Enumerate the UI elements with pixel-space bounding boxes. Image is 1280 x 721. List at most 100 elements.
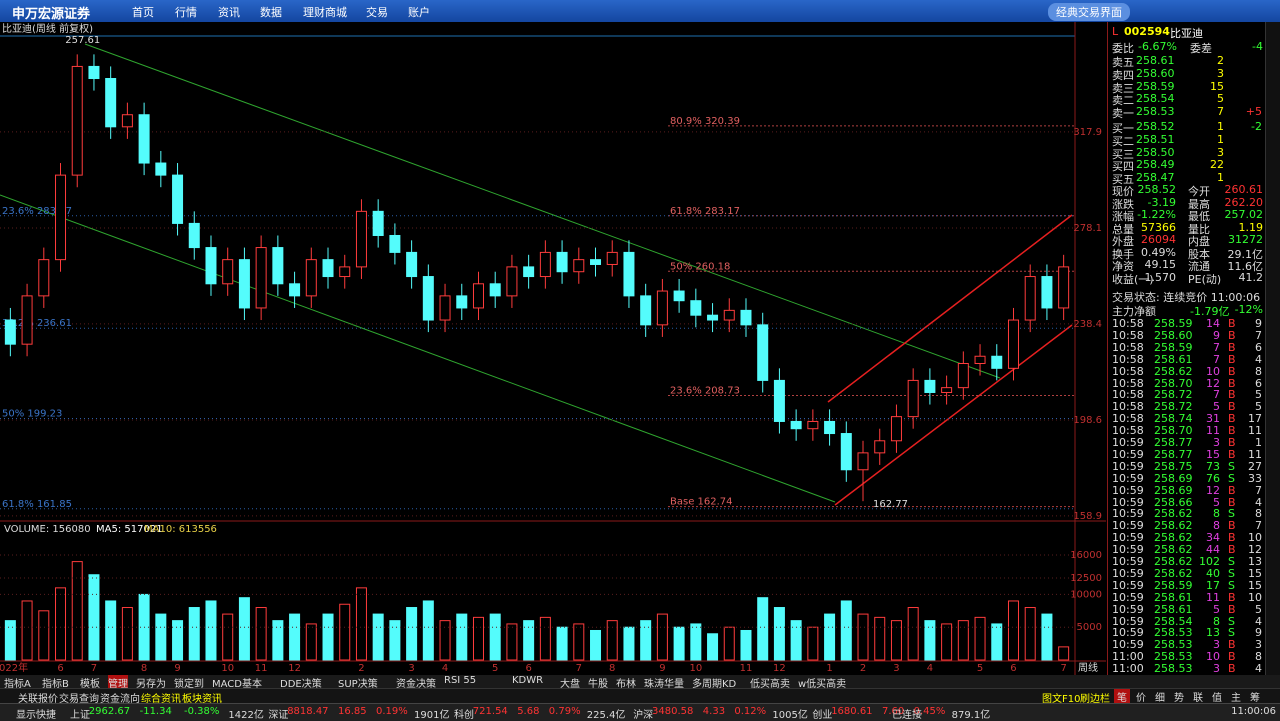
indicator-tab[interactable]: 管理 bbox=[108, 675, 128, 690]
info-tab[interactable]: 板块资讯 bbox=[182, 694, 222, 705]
trade-time: 10:59 bbox=[1112, 483, 1144, 497]
candle-body bbox=[857, 452, 869, 471]
menu-item[interactable]: 数据 bbox=[260, 6, 282, 19]
x-tick-label: 6 bbox=[57, 663, 63, 674]
x-tick-label: 3 bbox=[408, 663, 414, 674]
trade-count: 12 bbox=[1248, 543, 1262, 557]
candle-body bbox=[590, 259, 602, 265]
indicator-tab[interactable]: MACD基本 bbox=[212, 679, 262, 690]
candle-body bbox=[539, 251, 551, 278]
trade-count: 10 bbox=[1248, 590, 1262, 604]
side-tab[interactable]: 筹 bbox=[1250, 693, 1260, 704]
indicator-tab[interactable]: KDWR bbox=[512, 675, 544, 686]
indicator-tab[interactable]: 模板 bbox=[80, 679, 100, 690]
menu-item[interactable]: 理财商城 bbox=[303, 6, 347, 19]
indicator-tab[interactable]: DDE决策 bbox=[280, 679, 322, 690]
trade-time: 10:58 bbox=[1112, 340, 1144, 354]
x-tick-label: 12 bbox=[773, 663, 786, 674]
trade-price: 258.70 bbox=[1154, 376, 1193, 390]
trade-time: 10:59 bbox=[1112, 436, 1144, 449]
trade-count: 5 bbox=[1255, 400, 1262, 414]
x-tick-label: 12 bbox=[288, 663, 301, 674]
candle-body bbox=[773, 379, 785, 422]
clock: 11:00:06 bbox=[1231, 706, 1276, 717]
volume-bar bbox=[339, 603, 351, 661]
menu-item[interactable]: 交易 bbox=[366, 6, 388, 19]
info-tab[interactable]: 交易查询 bbox=[59, 694, 99, 705]
menu-item[interactable]: 行情 bbox=[175, 6, 197, 19]
menu-item[interactable]: 首页 bbox=[132, 6, 154, 19]
trade-price: 258.69 bbox=[1154, 483, 1193, 497]
indicator-tab[interactable]: w低买高卖 bbox=[798, 679, 847, 690]
info-tab[interactable]: 资金流向 bbox=[100, 694, 140, 705]
side-tab[interactable]: 细 bbox=[1155, 693, 1165, 704]
info-tab[interactable]: 关联报价 bbox=[18, 694, 58, 705]
volume-bar bbox=[941, 623, 953, 661]
volume-bar bbox=[857, 613, 869, 661]
indicator-tab[interactable]: 锁定到 bbox=[174, 679, 204, 690]
x-tick-label: 6 bbox=[525, 663, 531, 674]
trade-volume: 7 bbox=[1213, 340, 1220, 354]
indicator-tab[interactable]: 多周期KD bbox=[692, 679, 737, 690]
trade-price: 258.59 bbox=[1154, 340, 1193, 354]
classic-button[interactable]: 经典交易界面 bbox=[1048, 3, 1130, 21]
trade-time: 10:59 bbox=[1112, 578, 1144, 592]
indicator-tab[interactable]: RSI 55 bbox=[444, 675, 477, 686]
side-link[interactable]: 刷边栏 bbox=[1080, 694, 1110, 705]
fib-label: Base 162.74 bbox=[670, 497, 733, 508]
x-tick-label: 7 bbox=[1060, 663, 1066, 674]
side-link[interactable]: 图文F10 bbox=[1042, 694, 1081, 705]
trade-price: 258.53 bbox=[1154, 638, 1193, 652]
y-tick-label: 198.6 bbox=[1073, 415, 1102, 426]
candle-body bbox=[890, 416, 902, 442]
index-field: 2962.67 bbox=[88, 706, 131, 717]
candle-body bbox=[606, 251, 618, 265]
quote-label: 股本 bbox=[1188, 247, 1210, 261]
index-field: -0.38% bbox=[184, 706, 220, 717]
indicator-tab[interactable]: 珠涛华量 bbox=[644, 679, 684, 690]
side-tab[interactable]: 值 bbox=[1212, 693, 1222, 704]
book-price: 258.47 bbox=[1136, 171, 1175, 185]
candle-body bbox=[1058, 266, 1070, 309]
trade-time: 10:58 bbox=[1112, 412, 1144, 426]
indicator-tab[interactable]: 低买高卖 bbox=[750, 679, 790, 690]
quote-value: 26094 bbox=[1141, 233, 1176, 246]
indicator-tab[interactable]: 指标A bbox=[4, 679, 31, 690]
fib-label: 80.9% 320.39 bbox=[670, 116, 740, 127]
trade-side: S bbox=[1228, 578, 1235, 592]
book-price: 258.60 bbox=[1136, 66, 1175, 80]
menu-item[interactable]: 账户 bbox=[408, 6, 430, 19]
side-tab[interactable]: 笔 bbox=[1114, 689, 1130, 704]
fib-label: 61.8% 283.17 bbox=[670, 206, 740, 217]
trade-price: 258.75 bbox=[1154, 459, 1193, 473]
side-tab[interactable]: 主 bbox=[1231, 693, 1241, 704]
indicator-tab[interactable]: 指标B bbox=[42, 679, 69, 690]
quote-value: 29.1亿 bbox=[1227, 247, 1264, 261]
shortcut-label[interactable]: 显示快捷 bbox=[16, 710, 56, 721]
side-tab[interactable]: 势 bbox=[1174, 693, 1184, 704]
trade-side: B bbox=[1228, 328, 1236, 342]
volume-bar bbox=[523, 620, 535, 661]
info-tab[interactable]: 综合资讯 bbox=[141, 694, 181, 705]
candle-body bbox=[790, 420, 802, 430]
index-field: 3480.58 bbox=[652, 706, 694, 717]
indicator-tab[interactable]: 另存为 bbox=[136, 679, 166, 690]
book-volume: 15 bbox=[1210, 79, 1224, 93]
trade-side: B bbox=[1228, 436, 1236, 449]
volume-bar bbox=[322, 613, 334, 661]
trade-volume: 3 bbox=[1213, 662, 1220, 676]
side-tab[interactable]: 价 bbox=[1136, 693, 1146, 704]
index-field: 0.19% bbox=[376, 706, 408, 717]
fib-label: 50% 260.18 bbox=[670, 261, 730, 272]
side-tab[interactable]: 联 bbox=[1193, 693, 1203, 704]
indicator-tab[interactable]: SUP决策 bbox=[338, 679, 378, 690]
menu-item[interactable]: 资讯 bbox=[218, 6, 240, 19]
candle-body bbox=[640, 295, 652, 326]
indicator-tab[interactable]: 大盘 bbox=[560, 679, 580, 690]
trade-price: 258.60 bbox=[1154, 328, 1193, 342]
trade-time: 10:58 bbox=[1112, 376, 1144, 390]
indicator-tab[interactable]: 布林 bbox=[616, 679, 636, 690]
indicator-tab[interactable]: 资金决策 bbox=[396, 679, 436, 690]
trade-side: S bbox=[1228, 471, 1235, 485]
indicator-tab[interactable]: 牛股 bbox=[588, 679, 608, 690]
